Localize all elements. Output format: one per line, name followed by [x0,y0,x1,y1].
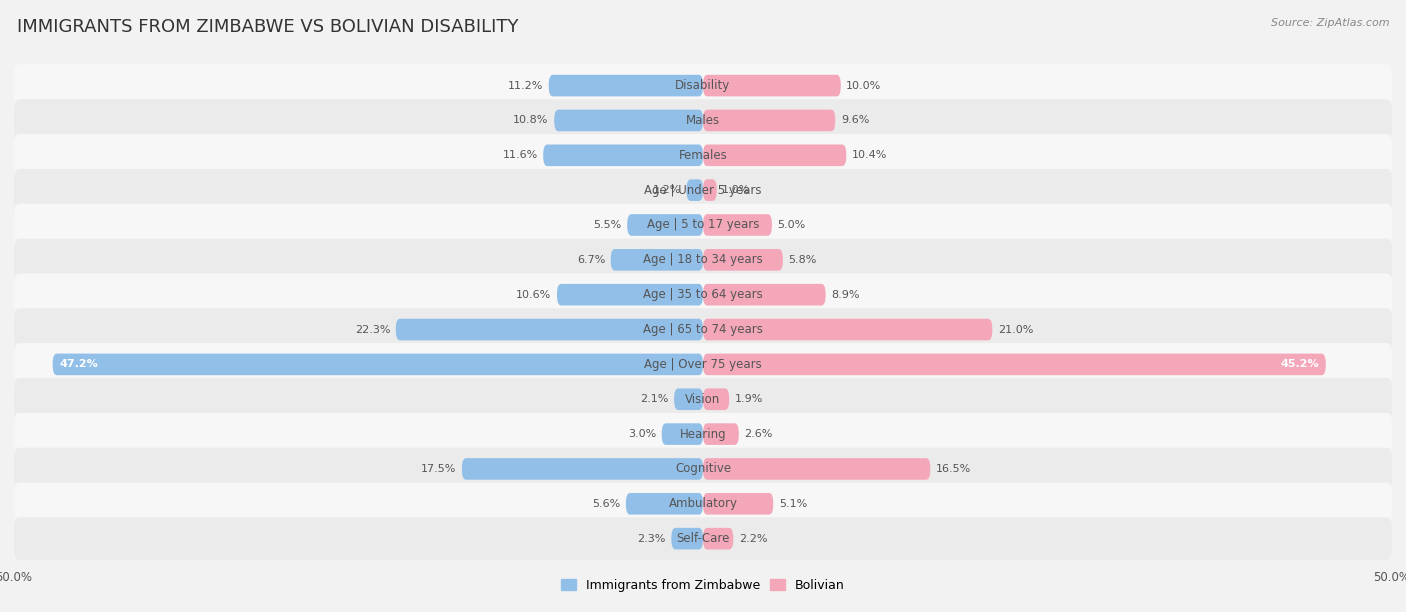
FancyBboxPatch shape [703,249,783,271]
FancyBboxPatch shape [14,482,1392,525]
Text: Self-Care: Self-Care [676,532,730,545]
FancyBboxPatch shape [14,239,1392,281]
Text: Age | Over 75 years: Age | Over 75 years [644,358,762,371]
Text: 8.9%: 8.9% [831,289,859,300]
Text: 10.0%: 10.0% [846,81,882,91]
Text: 17.5%: 17.5% [420,464,457,474]
Text: 2.2%: 2.2% [738,534,768,543]
FancyBboxPatch shape [14,204,1392,246]
Text: 11.2%: 11.2% [508,81,543,91]
FancyBboxPatch shape [686,179,703,201]
Text: 2.3%: 2.3% [637,534,666,543]
FancyBboxPatch shape [557,284,703,305]
Text: Vision: Vision [685,393,721,406]
FancyBboxPatch shape [703,179,717,201]
Legend: Immigrants from Zimbabwe, Bolivian: Immigrants from Zimbabwe, Bolivian [555,574,851,597]
FancyBboxPatch shape [703,284,825,305]
FancyBboxPatch shape [703,458,931,480]
Text: 1.9%: 1.9% [735,394,763,405]
FancyBboxPatch shape [548,75,703,97]
Text: 10.8%: 10.8% [513,116,548,125]
FancyBboxPatch shape [703,493,773,515]
FancyBboxPatch shape [14,308,1392,351]
FancyBboxPatch shape [14,378,1392,420]
Text: 5.8%: 5.8% [789,255,817,265]
FancyBboxPatch shape [14,99,1392,142]
FancyBboxPatch shape [627,214,703,236]
Text: 11.6%: 11.6% [502,151,537,160]
Text: 1.2%: 1.2% [652,185,681,195]
Text: 10.4%: 10.4% [852,151,887,160]
FancyBboxPatch shape [14,448,1392,490]
FancyBboxPatch shape [52,354,703,375]
FancyBboxPatch shape [554,110,703,131]
Text: 5.6%: 5.6% [592,499,620,509]
FancyBboxPatch shape [703,424,738,445]
Text: Age | 18 to 34 years: Age | 18 to 34 years [643,253,763,266]
FancyBboxPatch shape [610,249,703,271]
Text: 16.5%: 16.5% [936,464,972,474]
Text: 3.0%: 3.0% [628,429,657,439]
FancyBboxPatch shape [14,343,1392,386]
Text: Age | Under 5 years: Age | Under 5 years [644,184,762,196]
FancyBboxPatch shape [703,389,730,410]
FancyBboxPatch shape [673,389,703,410]
Text: 10.6%: 10.6% [516,289,551,300]
Text: Age | 35 to 64 years: Age | 35 to 64 years [643,288,763,301]
FancyBboxPatch shape [14,517,1392,560]
Text: 5.5%: 5.5% [593,220,621,230]
Text: Disability: Disability [675,79,731,92]
FancyBboxPatch shape [703,528,734,550]
FancyBboxPatch shape [14,413,1392,455]
Text: 2.6%: 2.6% [744,429,773,439]
Text: Cognitive: Cognitive [675,463,731,476]
FancyBboxPatch shape [14,274,1392,316]
Text: 5.0%: 5.0% [778,220,806,230]
Text: 45.2%: 45.2% [1281,359,1319,370]
FancyBboxPatch shape [703,319,993,340]
FancyBboxPatch shape [703,75,841,97]
FancyBboxPatch shape [14,134,1392,176]
FancyBboxPatch shape [662,424,703,445]
Text: 22.3%: 22.3% [354,324,391,335]
FancyBboxPatch shape [395,319,703,340]
Text: 47.2%: 47.2% [59,359,98,370]
Text: Ambulatory: Ambulatory [668,498,738,510]
FancyBboxPatch shape [703,214,772,236]
Text: 21.0%: 21.0% [998,324,1033,335]
Text: Males: Males [686,114,720,127]
Text: Age | 5 to 17 years: Age | 5 to 17 years [647,218,759,231]
FancyBboxPatch shape [703,354,1326,375]
FancyBboxPatch shape [703,144,846,166]
Text: 1.0%: 1.0% [723,185,751,195]
Text: Females: Females [679,149,727,162]
FancyBboxPatch shape [543,144,703,166]
FancyBboxPatch shape [703,110,835,131]
FancyBboxPatch shape [461,458,703,480]
Text: 6.7%: 6.7% [576,255,605,265]
Text: Age | 65 to 74 years: Age | 65 to 74 years [643,323,763,336]
Text: 9.6%: 9.6% [841,116,869,125]
FancyBboxPatch shape [626,493,703,515]
Text: Source: ZipAtlas.com: Source: ZipAtlas.com [1271,18,1389,28]
Text: IMMIGRANTS FROM ZIMBABWE VS BOLIVIAN DISABILITY: IMMIGRANTS FROM ZIMBABWE VS BOLIVIAN DIS… [17,18,519,36]
Text: Hearing: Hearing [679,428,727,441]
FancyBboxPatch shape [14,169,1392,211]
Text: 2.1%: 2.1% [640,394,669,405]
Text: 5.1%: 5.1% [779,499,807,509]
FancyBboxPatch shape [14,64,1392,107]
FancyBboxPatch shape [671,528,703,550]
